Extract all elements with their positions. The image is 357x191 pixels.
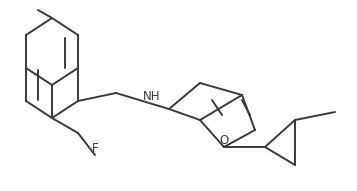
Text: NH: NH <box>143 91 161 104</box>
Text: F: F <box>92 142 98 155</box>
Text: O: O <box>219 134 228 146</box>
